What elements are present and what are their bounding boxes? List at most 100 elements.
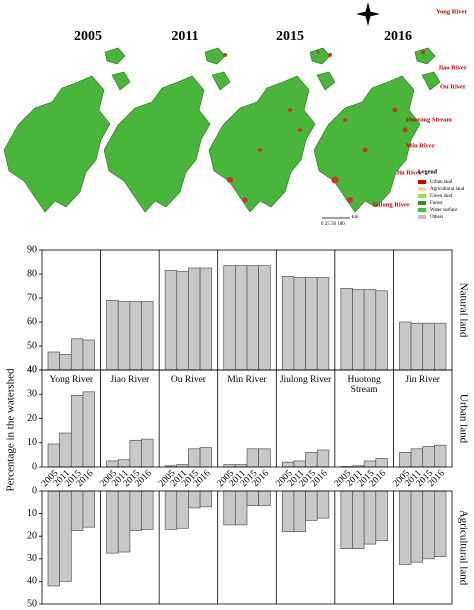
bar	[293, 277, 306, 371]
bar	[316, 277, 330, 371]
bar	[316, 490, 330, 519]
bar	[434, 444, 447, 468]
map-2015	[208, 47, 336, 213]
scale-unit: km	[352, 215, 359, 220]
bar	[176, 271, 189, 371]
y-tick-label: 40	[27, 364, 37, 375]
bar	[82, 391, 95, 468]
legend-item: Forest	[430, 201, 443, 206]
y-tick-label: 0	[32, 485, 37, 496]
bar	[434, 322, 447, 371]
bar	[422, 446, 435, 468]
bar	[188, 267, 201, 371]
category-label: Jin River	[405, 375, 440, 385]
bar	[375, 458, 388, 468]
river-label: Ou River	[440, 83, 466, 90]
y-tick-label: 20	[27, 413, 37, 424]
bar	[258, 265, 271, 371]
panel-title: Urban land	[457, 394, 469, 444]
bar	[164, 490, 178, 530]
urban-speckles	[223, 50, 425, 203]
legend-item: Water surface	[430, 208, 458, 213]
category-label: Ou River	[170, 375, 206, 385]
bar	[246, 490, 259, 507]
y-tick-label: 20	[27, 530, 37, 541]
map-panel: 2005 2011 2015 2016 Yong River Jiao Rive…	[3, 2, 467, 227]
y-tick-label: 70	[27, 292, 37, 303]
bar	[293, 460, 306, 468]
river-label: Jin River	[396, 169, 422, 176]
map-2005	[3, 47, 131, 213]
y-tick-label: 10	[27, 437, 37, 448]
bar	[281, 276, 295, 371]
bar	[235, 490, 248, 526]
bar	[106, 490, 119, 554]
bar	[410, 490, 424, 563]
bar	[363, 289, 377, 371]
legend-item: Urban land	[430, 180, 453, 185]
y-tick-label: 40	[27, 576, 37, 587]
y-tick-label: 80	[27, 268, 37, 279]
bar	[129, 490, 142, 531]
bar	[129, 439, 142, 468]
y-tick-label: 60	[27, 316, 37, 327]
river-label: Jiao River	[438, 64, 467, 71]
y-tick-label: 30	[27, 553, 37, 564]
bar	[399, 490, 412, 565]
bar	[305, 452, 318, 468]
bar	[281, 461, 295, 468]
bar	[293, 490, 306, 533]
bar	[106, 300, 119, 371]
bar	[70, 338, 84, 371]
bar	[305, 277, 318, 371]
bar	[316, 449, 330, 468]
bar	[70, 490, 84, 531]
bar	[82, 490, 95, 528]
bar	[422, 322, 435, 371]
bar	[410, 322, 424, 371]
bar	[258, 448, 271, 468]
category-label: Jiao River	[110, 375, 150, 385]
bar	[176, 490, 189, 529]
legend-item: Agricultural land	[430, 187, 465, 192]
bar	[59, 490, 72, 582]
scale-text: 0 25 50 100	[321, 222, 345, 227]
category-label: Min River	[227, 375, 267, 385]
bar	[246, 265, 259, 371]
bar	[422, 490, 435, 560]
bar	[223, 265, 236, 371]
year-label: 2011	[171, 29, 198, 44]
bar	[235, 265, 248, 371]
year-label: 2016	[384, 29, 412, 44]
year-label: 2015	[276, 29, 304, 44]
bar	[340, 490, 353, 549]
bar	[141, 301, 154, 371]
bar	[281, 490, 295, 533]
bar	[70, 395, 84, 468]
bar	[141, 490, 154, 530]
bar	[59, 354, 72, 371]
bar	[223, 490, 236, 526]
river-label: Huotong Stream	[406, 116, 453, 123]
y-tick-label: 50	[27, 340, 37, 351]
legend-item: Others	[430, 215, 443, 220]
bar	[399, 452, 412, 468]
y-tick-label: 50	[27, 598, 37, 609]
year-label: 2005	[74, 29, 102, 44]
bar	[47, 490, 60, 587]
scale-bar: 0 25 50 100 km	[321, 215, 359, 227]
bar	[106, 460, 119, 468]
river-label: Yong River	[436, 8, 467, 15]
bar	[47, 443, 60, 468]
bar	[199, 490, 213, 508]
bar	[199, 447, 213, 468]
bar	[375, 490, 388, 542]
panel-title: Natural land	[457, 283, 469, 338]
bar	[117, 301, 131, 371]
bar	[375, 290, 388, 371]
bar	[352, 490, 365, 549]
y-tick-label: 40	[27, 364, 37, 375]
bar	[82, 339, 95, 371]
